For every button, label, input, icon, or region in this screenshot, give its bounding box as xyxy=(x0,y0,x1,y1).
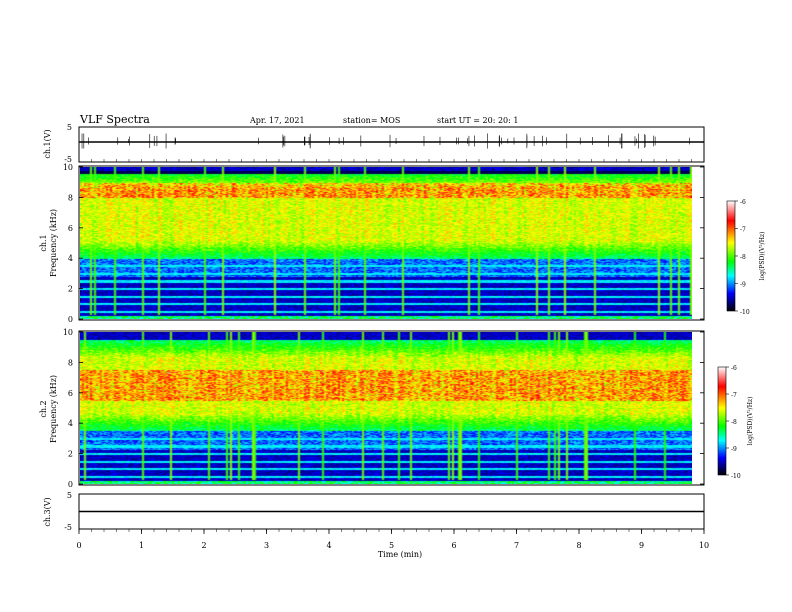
freq-tick-label: 2 xyxy=(68,285,73,294)
ch2-colorbar-label: log(PSD)(V²/Hz) xyxy=(747,397,754,446)
freq-tick-label: 2 xyxy=(68,450,73,459)
ch3-ytick-top: 5 xyxy=(67,491,72,500)
ch1-ytick-bottom: -5 xyxy=(64,155,72,164)
time-tick-label: 6 xyxy=(451,541,456,550)
ch1-spectrogram-image xyxy=(80,167,692,319)
colorbar-tick-label: -9 xyxy=(740,282,746,289)
station-label: station= MOS xyxy=(343,116,400,125)
ch1-spectrogram-ylabel: Frequency (kHz) xyxy=(49,209,58,277)
time-tick-label: 1 xyxy=(139,541,144,550)
ch1-ytick-top: 5 xyxy=(67,123,72,132)
colorbar-tick-label: -6 xyxy=(740,199,746,206)
freq-tick-label: 0 xyxy=(68,315,73,324)
freq-tick-label: 6 xyxy=(68,224,73,233)
freq-tick-label: 6 xyxy=(68,389,73,398)
freq-tick-label: 4 xyxy=(68,419,73,428)
time-tick-label: 10 xyxy=(699,541,709,550)
time-tick-label: 0 xyxy=(76,541,81,550)
ch3-ytick-bottom: -5 xyxy=(64,523,72,532)
ch2-colorbar: -6 -7 -8 -9 -10 log(PSD)(V²/Hz) xyxy=(717,365,754,480)
colorbar-tick-label: -8 xyxy=(731,419,737,426)
ch1-waveform-ylabel: ch.1(V) xyxy=(43,129,52,158)
ch2-spectrogram-panel: 0 2 4 6 8 10 ch.2 Frequency (kHz) xyxy=(39,328,705,489)
ch1-colorbar-ticks: -6 -7 -8 -9 -10 xyxy=(735,199,750,316)
ch1-colorbar: -6 -7 -8 -9 -10 log(PSD)(V²/Hz) xyxy=(726,199,766,316)
ch1-waveform-spikes xyxy=(81,133,690,149)
freq-tick-label: 4 xyxy=(68,254,73,263)
time-tick-label: 4 xyxy=(326,541,331,550)
colorbar-tick-label: -8 xyxy=(740,254,746,261)
ch1-waveform-panel: 5 -5 ch.1(V) xyxy=(43,123,705,164)
colorbar-tick-label: -9 xyxy=(731,446,737,453)
ch2-spectrogram-yticks: 0 2 4 6 8 10 xyxy=(63,328,704,489)
colorbar-tick-label: -6 xyxy=(731,365,737,372)
ch1-colorbar-label: log(PSD)(V²/Hz) xyxy=(759,232,766,281)
ch1-waveform-frame xyxy=(78,126,705,163)
ch1-spectrogram-panel: 0 2 4 6 8 10 ch.1 Frequency (kHz) xyxy=(39,163,705,324)
ch3-waveform-panel: 5 -5 ch.3(V) 0 1 2 3 4 5 6 7 8 9 10 Time (min) xyxy=(43,159,709,559)
time-tick-label: 3 xyxy=(264,541,269,550)
date-label: Apr. 17, 2021 xyxy=(249,116,305,125)
ch1-colorbar-gradient xyxy=(726,200,736,312)
ch1-spectrogram-ylabel-channel: ch.1 xyxy=(39,234,48,251)
time-tick-label: 5 xyxy=(389,541,394,550)
freq-tick-label: 8 xyxy=(68,193,73,202)
time-axis-label: Time (min) xyxy=(378,550,422,559)
time-tick-label: 7 xyxy=(514,541,519,550)
ch2-colorbar-ticks: -6 -7 -8 -9 -10 xyxy=(726,365,741,480)
freq-tick-label: 10 xyxy=(63,328,73,337)
freq-tick-label: 8 xyxy=(68,358,73,367)
colorbar-tick-label: -7 xyxy=(731,392,737,399)
time-tick-label: 2 xyxy=(201,541,206,550)
ch2-spectrogram-ylabel: Frequency (kHz) xyxy=(49,375,58,443)
colorbar-tick-label: -7 xyxy=(740,227,746,234)
ch1-spectrogram-yticks: 0 2 4 6 8 10 xyxy=(63,163,704,324)
time-axis-ticks: 0 1 2 3 4 5 6 7 8 9 10 xyxy=(76,159,709,550)
time-tick-label: 9 xyxy=(639,541,644,550)
start-ut-label: start UT = 20: 20: 1 xyxy=(437,116,518,125)
ch3-waveform-ylabel: ch.3(V) xyxy=(43,497,52,526)
freq-tick-label: 0 xyxy=(68,480,73,489)
figure-title: VLF Spectra xyxy=(79,113,150,126)
freq-tick-label: 10 xyxy=(63,163,73,172)
ch2-colorbar-gradient xyxy=(717,366,727,476)
time-tick-label: 8 xyxy=(576,541,581,550)
ch2-spectrogram-image xyxy=(80,332,692,484)
ch2-spectrogram-ylabel-channel: ch.2 xyxy=(39,400,48,417)
colorbar-tick-label: -10 xyxy=(731,473,741,480)
colorbar-tick-label: -10 xyxy=(740,309,750,316)
